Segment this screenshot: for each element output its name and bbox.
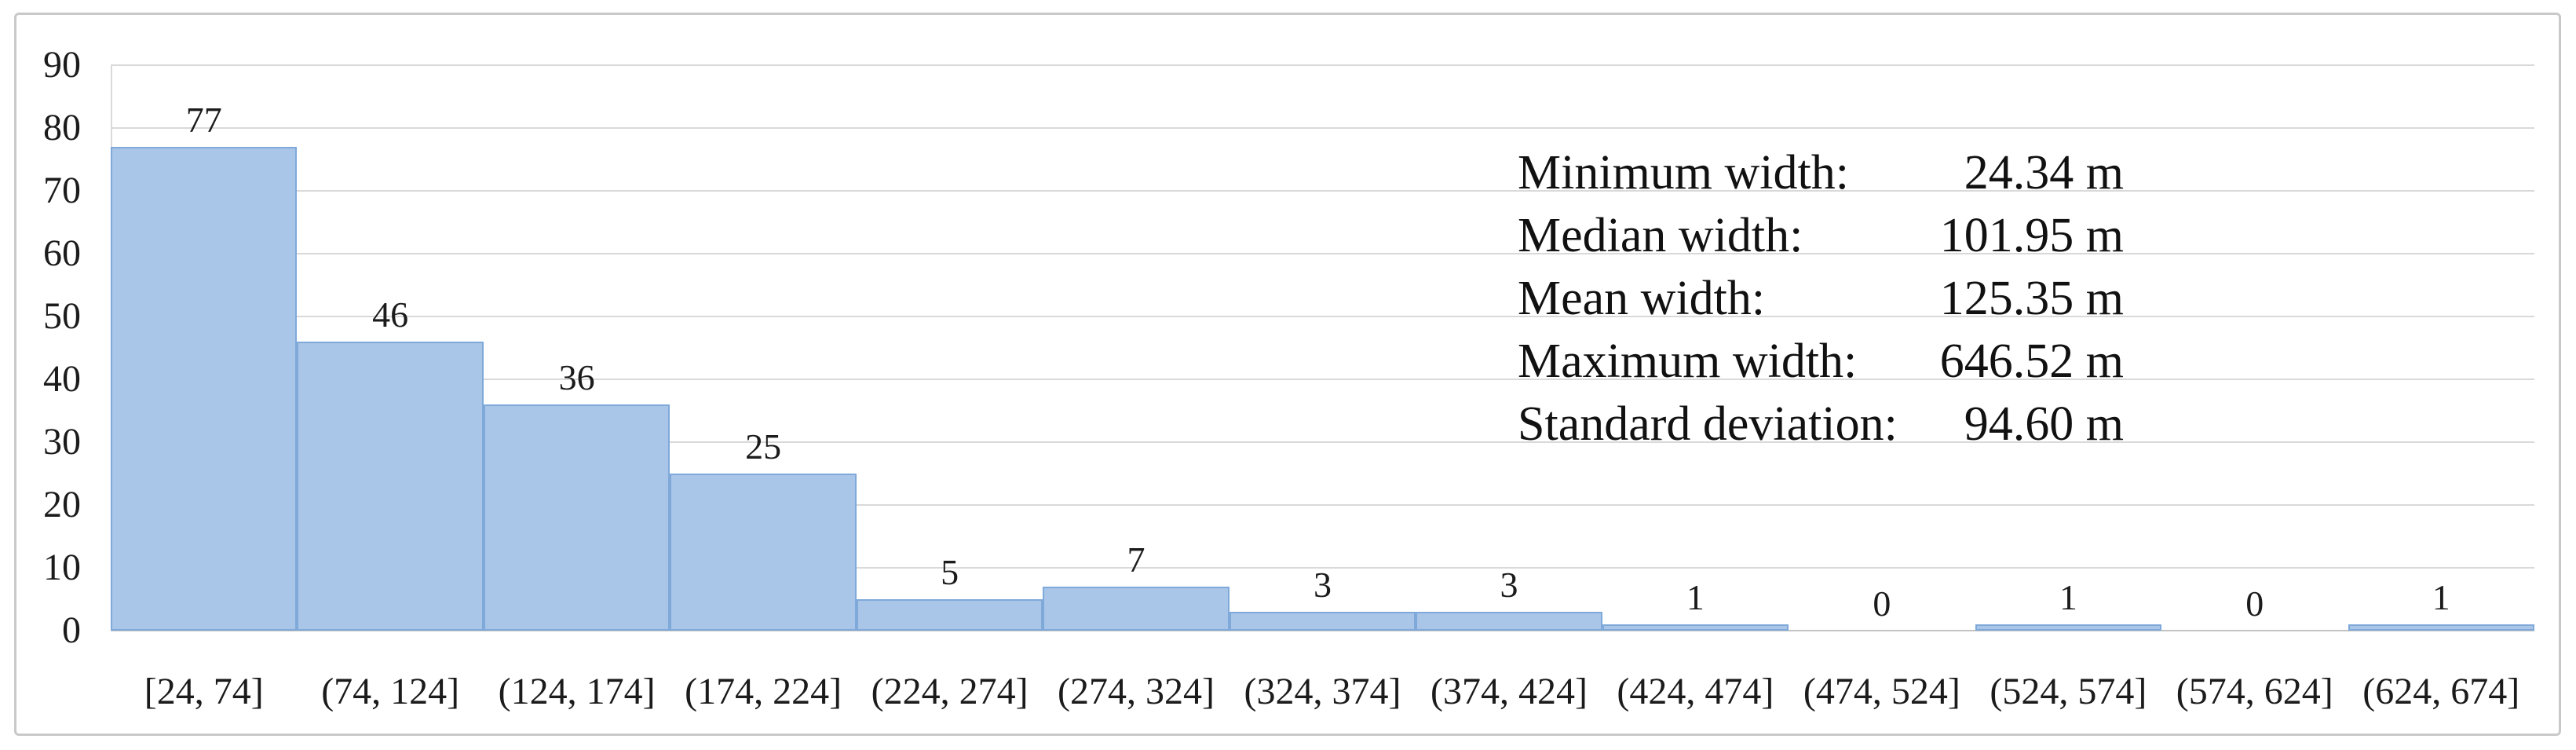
stats-value: 24.34 m [1964,145,2124,199]
gridline [111,253,2534,254]
y-tick-label: 60 [43,232,81,274]
stats-row: Minimum width: 24.34 m [1518,141,2124,204]
histogram-bin: 77 [24, 74] [111,65,298,712]
stats-label: Median width: [1518,208,1803,262]
y-tick-label: 90 [43,44,81,86]
y-tick-label: 40 [43,358,81,400]
bar-value-label: 3 [1500,565,1518,605]
histogram-bar [670,474,857,631]
gridline [111,379,2534,380]
bar-value-label: 5 [941,552,959,592]
y-tick-label: 0 [62,609,81,651]
stats-row: Standard deviation: 94.60 m [1518,393,2124,455]
gridline [111,567,2534,569]
stats-value: 94.60 m [1964,397,2124,451]
stats-row: Maximum width: 646.52 m [1518,330,2124,393]
stats-value: 646.52 m [1939,334,2124,388]
x-tick-label: (374, 424] [1430,671,1588,712]
x-tick-label: (174, 224] [685,671,842,712]
histogram-bin: 3 (324, 374] [1229,65,1416,712]
histogram-bar [483,404,670,631]
x-axis-line [111,630,2534,631]
y-tick-label: 80 [43,107,81,148]
x-tick-label: (524, 574] [1990,671,2147,712]
x-tick-label: (74, 124] [321,671,460,712]
histogram-bar [1043,587,1230,631]
histogram-bar [1416,612,1602,631]
y-tick-label: 70 [43,170,81,211]
histogram-bin: 36 (124, 174] [483,65,670,712]
x-tick-label: (224, 274] [871,671,1029,712]
bar-value-label: 1 [2432,577,2450,617]
gridline [111,190,2534,192]
histogram-bar [1229,612,1416,631]
bar-value-label: 77 [185,100,222,140]
y-tick-label: 30 [43,421,81,463]
stats-value: 101.95 m [1939,208,2124,262]
stats-label: Mean width: [1518,271,1766,325]
x-tick-label: (324, 374] [1244,671,1401,712]
histogram-bin: 25 (174, 224] [670,65,857,712]
stats-label: Minimum width: [1518,145,1849,199]
stats-row: Mean width: 125.35 m [1518,267,2124,330]
histogram-bar [111,147,298,631]
histogram-bin: 46 (74, 124] [297,65,484,712]
x-tick-label: (624, 674] [2362,671,2520,712]
bar-value-label: 1 [2059,577,2077,617]
histogram-bin: 3 (374, 424] [1416,65,1602,712]
y-tick-label: 10 [43,547,81,588]
gridline [111,316,2534,317]
x-tick-label: (274, 324] [1058,671,1215,712]
y-tick-label: 50 [43,295,81,337]
bar-value-label: 0 [1873,584,1891,624]
bar-value-label: 1 [1686,577,1705,617]
histogram-bin: 0 (574, 624] [2161,65,2348,712]
gridline [111,441,2534,443]
x-tick-label: [24, 74] [144,671,264,712]
histogram-bin: 0 (474, 524] [1789,65,1975,712]
histogram-bin: 1 (624, 674] [2348,65,2534,712]
histogram-bin: 5 (224, 274] [856,65,1043,712]
gridline [111,127,2534,129]
histogram-bar [297,342,484,631]
bar-value-label: 0 [2245,584,2264,624]
gridline [111,504,2534,506]
histogram-bar [1975,624,2162,631]
histogram-bar [856,599,1043,631]
histogram-bin: 7 (274, 324] [1043,65,1230,712]
bar-value-label: 46 [372,295,409,335]
histogram-bar [1602,624,1789,631]
stats-label: Maximum width: [1518,334,1858,388]
histogram-figure: 0 10 20 30 40 50 60 70 80 90 77 [24, 74] 46 (74, 124]… [14,13,2561,736]
stats-value: 125.35 m [1939,271,2124,325]
histogram-bin: 1 (424, 474] [1602,65,1789,712]
gridline [111,64,2534,66]
plot-area: 0 10 20 30 40 50 60 70 80 90 77 [24, 74] 46 (74, 124]… [43,44,2534,712]
x-tick-label: (474, 524] [1803,671,1960,712]
bar-value-label: 7 [1127,540,1145,580]
bar-value-label: 25 [745,426,782,466]
y-tick-label: 20 [43,484,81,525]
x-tick-label: (424, 474] [1617,671,1774,712]
stats-label: Standard deviation: [1518,397,1898,451]
bar-value-label: 36 [558,357,595,397]
stats-panel: Minimum width: 24.34 m Median width: 101.95… [1518,141,2124,455]
bar-value-label: 3 [1313,565,1332,605]
histogram-bin: 1 (524, 574] [1975,65,2162,712]
x-tick-label: (124, 174] [498,671,656,712]
histogram-bar [2348,624,2534,631]
x-tick-label: (574, 624] [2176,671,2333,712]
stats-row: Median width: 101.95 m [1518,204,2124,267]
